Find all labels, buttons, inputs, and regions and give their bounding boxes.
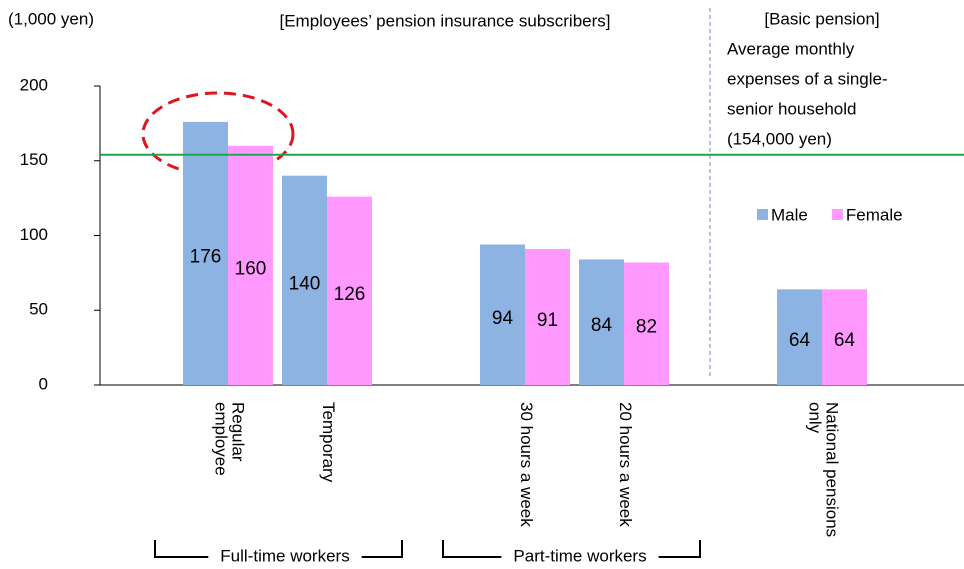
y-tick-label: 200 — [20, 75, 48, 94]
x-tick-line: employee — [211, 402, 230, 476]
x-tick-label: Temporary — [319, 402, 338, 483]
x-tick-label: Regularemployee — [211, 402, 247, 476]
reference-label: senior household — [727, 99, 856, 118]
unit-label: (1,000 yen) — [8, 9, 94, 28]
x-tick-line: 20 hours a week — [616, 402, 635, 527]
value-label: 94 — [492, 308, 514, 329]
group-label: [Employees’ pension insurance subscriber… — [279, 11, 610, 30]
bracket-label: Part-time workers — [513, 546, 646, 565]
bar — [183, 121, 228, 385]
y-tick-label: 100 — [20, 225, 48, 244]
bar — [327, 196, 372, 385]
legend-label: Male — [771, 205, 808, 224]
value-label: 176 — [190, 246, 222, 267]
highlight-ellipse — [141, 91, 295, 177]
bar — [624, 262, 669, 385]
reference-label: expenses of a single- — [727, 69, 888, 88]
value-label: 126 — [334, 284, 366, 305]
y-tick-label: 0 — [39, 374, 48, 393]
value-label: 64 — [789, 330, 811, 351]
bracket — [154, 540, 403, 558]
group-label: [Basic pension] — [764, 9, 879, 28]
bar — [282, 175, 327, 385]
value-label: 82 — [636, 317, 657, 338]
x-tick-label: National pensionsonly — [805, 402, 841, 537]
reference-label: Average monthly — [727, 39, 855, 58]
x-tick-line: only — [805, 402, 824, 434]
reference-label: (154,000 yen) — [727, 129, 832, 148]
bar — [579, 259, 624, 385]
value-label: 64 — [834, 330, 856, 351]
bar — [228, 145, 273, 385]
legend-swatch — [757, 209, 768, 220]
x-tick-line: Temporary — [319, 402, 338, 483]
value-label: 84 — [591, 315, 613, 336]
x-tick-label: 20 hours a week — [616, 402, 635, 527]
y-tick-label: 150 — [20, 150, 48, 169]
x-tick-line: National pensions — [822, 402, 841, 537]
value-label: 140 — [289, 273, 321, 294]
bracket-label: Full-time workers — [220, 546, 349, 565]
bar — [480, 244, 525, 385]
y-tick-label: 50 — [29, 300, 48, 319]
bar — [777, 289, 822, 385]
bracket — [442, 540, 701, 558]
bar — [525, 248, 570, 385]
x-tick-line: Regular — [228, 402, 247, 462]
value-label: 91 — [537, 310, 558, 331]
legend-swatch — [831, 209, 843, 220]
x-tick-label: 30 hours a week — [517, 402, 536, 527]
x-tick-line: 30 hours a week — [517, 402, 536, 527]
value-label: 160 — [235, 258, 267, 279]
legend-label: Female — [846, 205, 903, 224]
bar — [822, 289, 867, 385]
